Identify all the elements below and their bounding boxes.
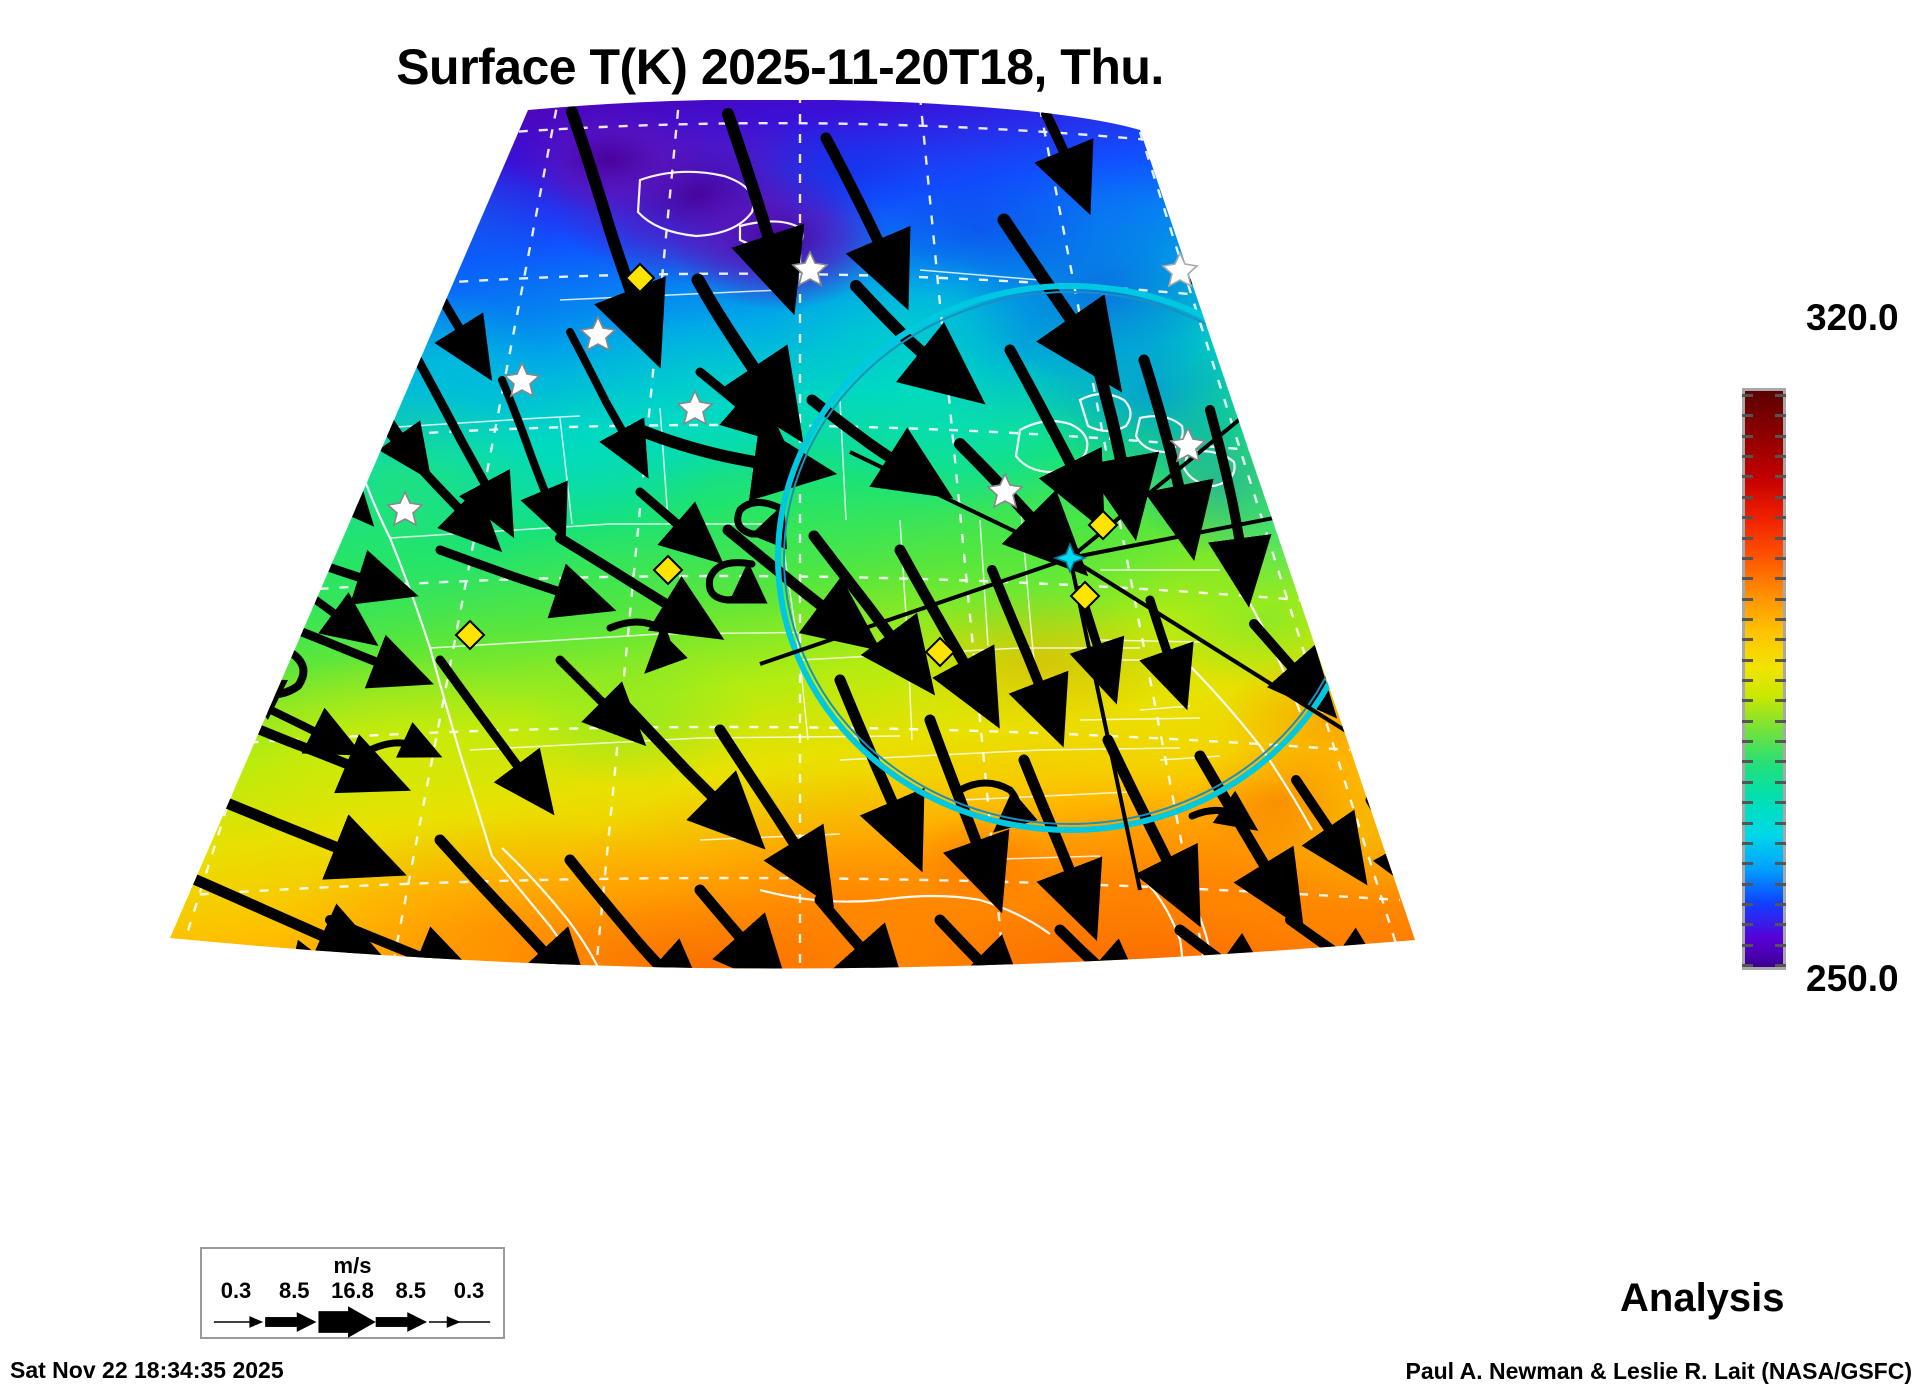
colorbar-tick <box>1775 841 1786 845</box>
colorbar-tick <box>1742 495 1753 499</box>
colorbar-tick <box>1742 862 1753 866</box>
analysis-label: Analysis <box>1620 1276 1785 1320</box>
colorbar-tick <box>1742 658 1753 662</box>
wind-legend-value-3: 8.5 <box>395 1278 427 1303</box>
colorbar-tick <box>1775 597 1786 601</box>
wind-speed-legend: m/s 0.3 8.5 16.8 8.5 0.3 <box>200 1247 505 1339</box>
colorbar-tick <box>1775 638 1786 642</box>
colorbar-tick <box>1775 556 1786 560</box>
colorbar-tick <box>1775 902 1786 906</box>
station-diamond-2[interactable] <box>652 554 684 586</box>
colorbar-tick <box>1775 801 1786 805</box>
wind-legend-unit-label: m/s <box>333 1253 372 1278</box>
colorbar-tick <box>1742 699 1753 703</box>
site-star-6[interactable] <box>986 472 1024 509</box>
site-star-3[interactable] <box>503 361 541 398</box>
colorbar-tick <box>1742 475 1753 479</box>
colorbar-tick <box>1775 923 1786 927</box>
station-diamond-5[interactable] <box>1069 580 1101 612</box>
wind-legend-value-0: 0.3 <box>220 1278 252 1303</box>
colorbar-tick <box>1742 516 1753 520</box>
colorbar-tick <box>1742 414 1753 418</box>
site-star-4[interactable] <box>676 389 714 426</box>
wind-legend-value-4: 0.3 <box>453 1278 485 1303</box>
colorbar-max-label: 320.0 <box>1806 297 1899 338</box>
colorbar-tick <box>1742 638 1753 642</box>
colorbar-tick <box>1742 760 1753 764</box>
colorbar-min-label: 250.0 <box>1806 958 1899 999</box>
wind-legend-value-1: 8.5 <box>278 1278 310 1303</box>
wind-legend-arrow-scale <box>213 1306 491 1338</box>
colorbar-tick <box>1775 821 1786 825</box>
station-diamond-1[interactable] <box>624 262 656 294</box>
page-title: Surface T(K) 2025-11-20T18, Thu. <box>396 39 1164 95</box>
colorbar-tick <box>1775 516 1786 520</box>
colorbar-tick <box>1775 862 1786 866</box>
colorbar-tick <box>1775 699 1786 703</box>
colorbar-tick <box>1775 495 1786 499</box>
colorbar-tick <box>1775 455 1786 459</box>
colorbar-tick <box>1775 394 1786 397</box>
map-canvas[interactable] <box>140 100 1420 990</box>
colorbar-tick <box>1742 434 1753 438</box>
colorbar-tick <box>1742 923 1753 927</box>
colorbar-tick <box>1775 577 1786 581</box>
colorbar-tick <box>1742 821 1753 825</box>
colorbar-tick <box>1742 536 1753 540</box>
colorbar-tick <box>1775 882 1786 886</box>
colorbar-tick <box>1742 679 1753 682</box>
site-star-8[interactable] <box>1161 251 1199 288</box>
generated-timestamp: Sat Nov 22 18:34:35 2025 <box>10 1357 284 1383</box>
colorbar-tick <box>1742 617 1753 621</box>
colorbar-tick <box>1775 740 1786 744</box>
site-markers[interactable] <box>386 250 1207 527</box>
colorbar-tick <box>1742 719 1753 723</box>
site-star-7[interactable] <box>1169 426 1207 463</box>
colorbar-tick <box>1742 801 1753 805</box>
station-diamond-3[interactable] <box>454 619 486 651</box>
colorbar-tick <box>1742 943 1753 947</box>
colorbar-tick <box>1775 780 1786 784</box>
colorbar-tick <box>1742 597 1753 601</box>
colorbar-tick <box>1742 964 1753 967</box>
colorbar-tick <box>1742 882 1753 886</box>
colorbar-tick <box>1775 964 1786 967</box>
colorbar-tick <box>1742 455 1753 459</box>
colorbar-tick <box>1775 475 1786 479</box>
station-diamond-4[interactable] <box>1087 509 1119 541</box>
colorbar-tick <box>1742 577 1753 581</box>
colorbar-tick <box>1775 658 1786 662</box>
colorbar-tick <box>1742 841 1753 845</box>
flight-center-star <box>1052 541 1088 575</box>
colorbar[interactable] <box>1742 388 1786 970</box>
colorbar-tick <box>1742 902 1753 906</box>
colorbar-tick <box>1742 740 1753 744</box>
colorbar-tick <box>1775 414 1786 418</box>
author-credit: Paul A. Newman & Leslie R. Lait (NASA/GS… <box>1405 1358 1912 1384</box>
site-star-2[interactable] <box>579 315 617 352</box>
site-star-1[interactable] <box>791 250 829 287</box>
colorbar-tick <box>1775 760 1786 764</box>
colorbar-tick <box>1742 556 1753 560</box>
colorbar-tick <box>1775 719 1786 723</box>
map-panel[interactable] <box>140 100 1420 990</box>
wind-legend-value-2: 16.8 <box>331 1278 374 1303</box>
colorbar-tick <box>1775 617 1786 621</box>
station-diamond-6[interactable] <box>924 636 956 668</box>
colorbar-tick <box>1775 943 1786 947</box>
site-star-5[interactable] <box>386 490 424 527</box>
colorbar-tick <box>1775 434 1786 438</box>
wind-legend-values: 0.3 8.5 16.8 8.5 0.3 <box>208 1278 497 1304</box>
station-markers[interactable] <box>454 262 1119 668</box>
colorbar-tick <box>1775 536 1786 540</box>
colorbar-tick <box>1742 780 1753 784</box>
colorbar-tick <box>1742 394 1753 397</box>
colorbar-tick <box>1775 679 1786 682</box>
